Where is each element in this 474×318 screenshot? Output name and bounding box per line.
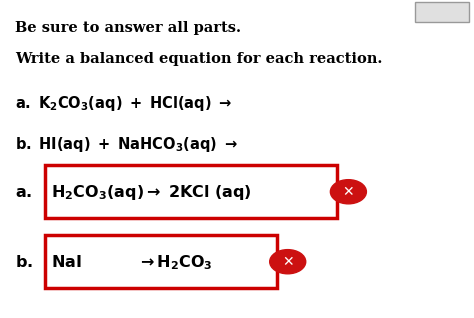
- Text: $\mathbf{a.}$: $\mathbf{a.}$: [15, 185, 32, 200]
- Text: $\mathbf{\rightarrow H_2CO_3}$: $\mathbf{\rightarrow H_2CO_3}$: [137, 253, 213, 272]
- FancyBboxPatch shape: [45, 235, 277, 288]
- Circle shape: [330, 180, 366, 204]
- Text: $\mathbf{H_2CO_3}$$\mathit{\mathbf{(aq)}}$$\mathbf{\rightarrow\ 2KCl}$$\ \mathit: $\mathbf{H_2CO_3}$$\mathit{\mathbf{(aq)}…: [51, 183, 252, 202]
- Circle shape: [270, 250, 306, 274]
- FancyBboxPatch shape: [415, 2, 469, 22]
- Text: Be sure to answer all parts.: Be sure to answer all parts.: [15, 21, 241, 35]
- Text: $\mathbf{a.\ K_2CO_3}$$\mathit{\mathbf{(aq)}}$$\mathbf{\ +\ HCl}$$\mathit{\mathb: $\mathbf{a.\ K_2CO_3}$$\mathit{\mathbf{(…: [15, 94, 232, 113]
- Text: $\mathbf{b.\ HI}$$\mathit{\mathbf{(aq)}}$$\mathbf{\ +\ NaHCO_3}$$\mathit{\mathbf: $\mathbf{b.\ HI}$$\mathit{\mathbf{(aq)}}…: [15, 135, 238, 154]
- Text: Write a balanced equation for each reaction.: Write a balanced equation for each react…: [15, 52, 383, 66]
- Text: $\mathbf{NaI}$: $\mathbf{NaI}$: [51, 254, 82, 270]
- Text: ✕: ✕: [282, 255, 293, 269]
- Text: $\mathbf{b.}$: $\mathbf{b.}$: [15, 254, 33, 270]
- Text: ✕: ✕: [343, 185, 354, 199]
- FancyBboxPatch shape: [45, 165, 337, 218]
